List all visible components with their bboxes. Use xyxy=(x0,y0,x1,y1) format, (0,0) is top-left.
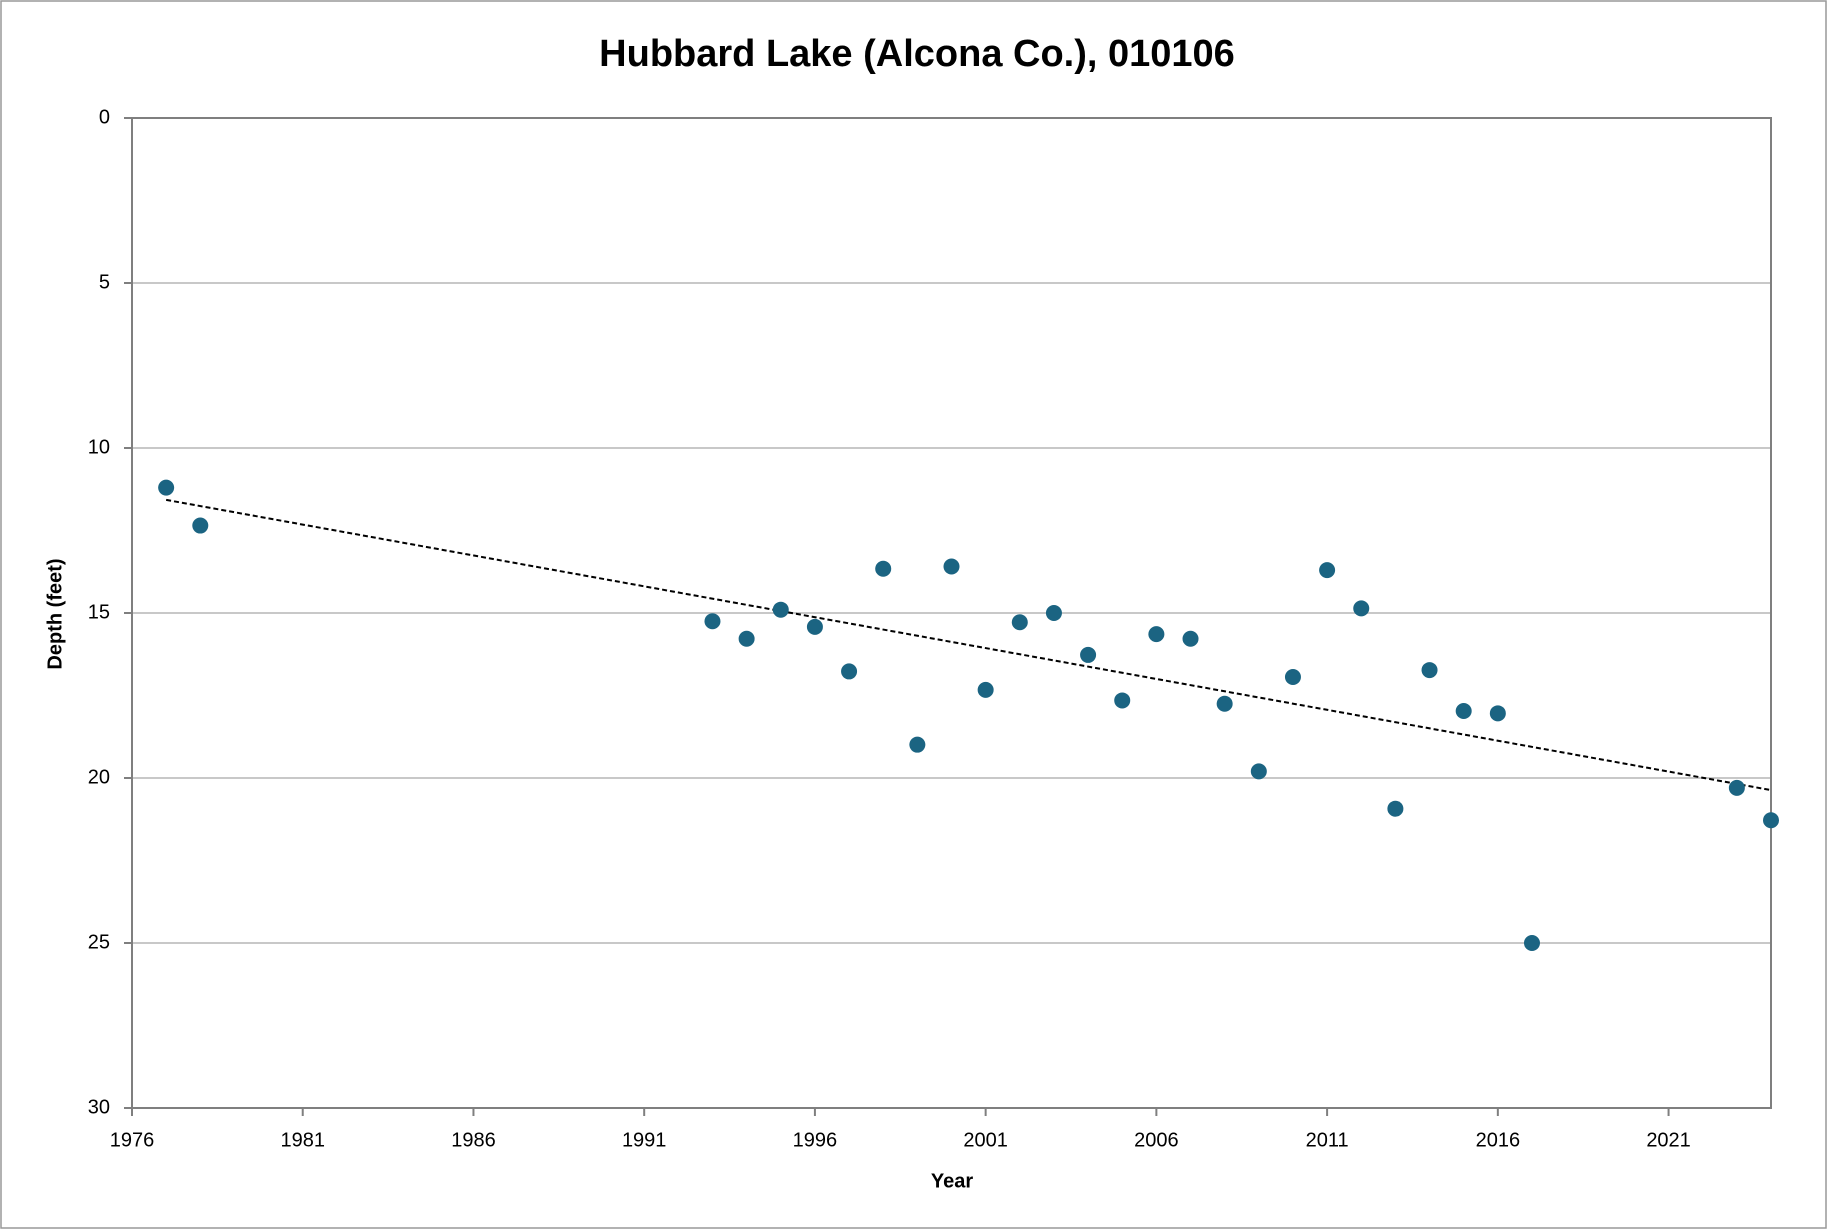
data-point xyxy=(1728,779,1745,796)
data-point xyxy=(943,558,960,575)
data-point xyxy=(192,517,209,534)
x-axis-label: Year xyxy=(931,1170,973,1192)
x-tick-label: 2011 xyxy=(1306,1129,1349,1151)
y-tick-label: 20 xyxy=(88,766,110,788)
data-point xyxy=(738,630,755,647)
data-point xyxy=(772,601,789,618)
y-tick-label: 0 xyxy=(99,106,110,128)
y-axis-label: Depth (feet) xyxy=(44,558,66,669)
data-point xyxy=(1216,695,1233,712)
data-point xyxy=(1250,763,1267,780)
y-tick-label: 15 xyxy=(88,601,110,623)
data-point xyxy=(875,560,892,577)
y-tick-label: 10 xyxy=(88,436,110,458)
data-point xyxy=(1353,600,1370,617)
data-point xyxy=(1387,800,1404,817)
data-point xyxy=(909,736,926,753)
x-tick-label: 1991 xyxy=(622,1129,667,1151)
data-point xyxy=(841,663,858,680)
data-point xyxy=(704,613,721,630)
x-tick-label: 2001 xyxy=(963,1129,1008,1151)
data-point xyxy=(158,479,175,496)
x-tick-label: 1996 xyxy=(793,1129,838,1151)
x-tick-label: 2016 xyxy=(1476,1129,1521,1151)
data-point xyxy=(1182,630,1199,647)
data-point xyxy=(1523,935,1540,951)
data-point xyxy=(1489,705,1506,722)
data-point xyxy=(1763,812,1779,829)
data-point xyxy=(1011,614,1028,631)
data-point xyxy=(1421,662,1438,679)
data-point xyxy=(1045,605,1062,621)
plot-border xyxy=(131,117,1772,1109)
y-tick-label: 5 xyxy=(99,271,110,293)
x-tick-label: 2006 xyxy=(1134,1129,1179,1151)
chart-title: Hubbard Lake (Alcona Co.), 010106 xyxy=(599,33,1235,75)
x-tick-label: 2021 xyxy=(1646,1129,1691,1151)
data-point xyxy=(1148,626,1165,643)
y-tick-label: 30 xyxy=(88,1096,110,1118)
data-point xyxy=(1455,703,1472,720)
data-point xyxy=(1284,669,1301,686)
data-point xyxy=(977,681,994,698)
data-point xyxy=(1319,562,1336,579)
x-tick-label: 1986 xyxy=(451,1129,496,1151)
data-point xyxy=(1114,692,1131,709)
data-point xyxy=(806,618,823,635)
data-point xyxy=(1080,646,1097,663)
x-tick-label: 1981 xyxy=(280,1129,325,1151)
x-tick-label: 1976 xyxy=(110,1129,155,1151)
y-tick-label: 25 xyxy=(88,931,110,953)
